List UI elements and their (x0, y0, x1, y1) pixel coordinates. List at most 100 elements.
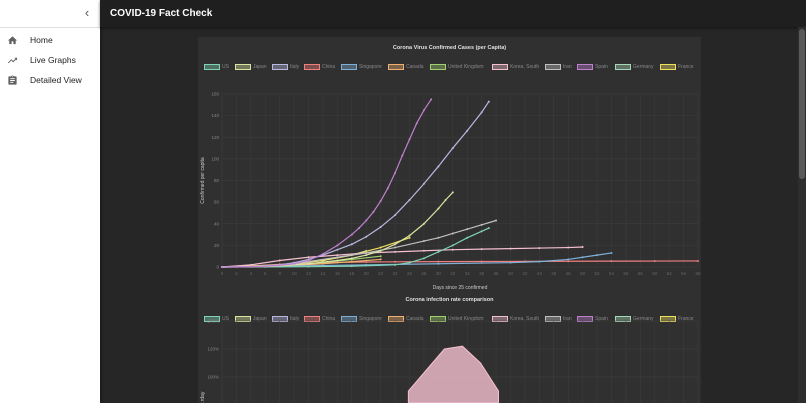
data-point (249, 263, 252, 266)
legend-item[interactable]: United Kingdom (430, 58, 484, 70)
x-tick-label: 44 (537, 271, 543, 276)
data-point (697, 259, 699, 262)
data-point (321, 262, 324, 265)
data-point (350, 265, 353, 268)
x-tick-label: 64 (681, 271, 687, 276)
chart2-series-korea-south (407, 345, 500, 403)
legend-label: France (678, 315, 694, 322)
legend-item[interactable]: Canada (388, 58, 424, 70)
data-point (437, 260, 440, 263)
legend-label: Italy (290, 63, 300, 70)
data-point (567, 246, 570, 249)
chart2-title: Corona infection rate comparison (405, 297, 494, 303)
legend-item[interactable]: Singapore (341, 310, 382, 322)
data-point (394, 214, 397, 217)
chart1-legend: US Japan Italy China Singapore Canada United K… (198, 58, 701, 70)
data-point (495, 219, 498, 222)
legend-swatch (577, 63, 593, 70)
data-point (307, 256, 310, 259)
data-point (581, 245, 584, 248)
legend-item[interactable]: Korea, South (492, 310, 539, 322)
legend-item[interactable]: Iran (545, 310, 572, 322)
data-point (487, 227, 490, 230)
x-tick-label: 6 (264, 271, 267, 276)
legend-item[interactable]: Canada (388, 310, 424, 322)
data-point (336, 244, 339, 247)
x-tick-label: 58 (638, 271, 644, 276)
x-tick-label: 40 (508, 271, 514, 276)
legend-swatch (204, 315, 220, 322)
legend-swatch (492, 63, 508, 70)
data-point (466, 228, 469, 231)
data-point (221, 266, 223, 268)
data-point (466, 129, 469, 132)
data-point (336, 259, 339, 262)
data-point (451, 248, 454, 251)
legend-item[interactable]: US (204, 310, 229, 322)
scrollbar-thumb[interactable] (799, 29, 805, 179)
sidebar-item-detailed-view[interactable]: Detailed View (0, 71, 100, 91)
y-tick-label: 0 (216, 265, 219, 270)
legend-label: Canada (406, 315, 424, 322)
legend-label: Korea, South (510, 315, 540, 322)
data-point (538, 260, 541, 263)
chart1-y-axis-label: Confirmed per capita (200, 157, 206, 204)
legend-item[interactable]: United Kingdom (430, 310, 484, 322)
x-tick-label: 56 (623, 271, 629, 276)
legend-item[interactable]: China (304, 58, 335, 70)
legend-item[interactable]: US (204, 58, 229, 70)
x-tick-label: 60 (652, 271, 658, 276)
data-point (350, 243, 353, 246)
series-line-japan (221, 191, 454, 268)
x-tick-label: 36 (479, 271, 485, 276)
legend-item[interactable]: Germany (615, 58, 654, 70)
area-fill (407, 345, 500, 403)
data-point (278, 264, 281, 267)
sidebar-item-live-graphs[interactable]: Live Graphs (0, 51, 100, 71)
legend-item[interactable]: Japan (235, 310, 267, 322)
chevron-left-icon[interactable]: ‹ (84, 5, 90, 20)
x-tick-label: 4 (250, 271, 253, 276)
data-point (437, 262, 440, 265)
data-point (379, 258, 382, 261)
y-tick-label: 120 (211, 135, 219, 140)
data-point (307, 262, 310, 265)
data-point (581, 256, 584, 259)
data-point (408, 138, 411, 141)
legend-label: China (322, 63, 336, 70)
legend-swatch (388, 63, 404, 70)
legend-item[interactable]: Singapore (341, 58, 382, 70)
legend-item[interactable]: France (660, 58, 694, 70)
legend-item[interactable]: France (660, 310, 694, 322)
legend-item[interactable]: China (304, 310, 335, 322)
legend-label: Japan (253, 315, 267, 322)
data-point (451, 191, 454, 194)
scrollbar[interactable] (798, 27, 806, 403)
legend-label: Canada (406, 63, 424, 70)
data-point (379, 246, 382, 249)
x-tick-label: 38 (494, 271, 500, 276)
data-point (379, 255, 382, 258)
series-line-korea-south (221, 246, 583, 268)
data-point (321, 253, 324, 256)
sidebar-item-home[interactable]: Home (0, 31, 100, 51)
legend-item[interactable]: Spain (577, 58, 608, 70)
legend-item[interactable]: Korea, South (492, 58, 539, 70)
data-point (394, 246, 397, 249)
data-point (394, 250, 397, 253)
legend-item[interactable]: Italy (272, 310, 299, 322)
legend-item[interactable]: Iran (545, 58, 572, 70)
data-point (350, 260, 353, 263)
data-point (610, 260, 613, 263)
legend-item[interactable]: Japan (235, 58, 267, 70)
data-point (415, 122, 418, 125)
legend-item[interactable]: Spain (577, 310, 608, 322)
legend-item[interactable]: Italy (272, 58, 299, 70)
legend-label: Germany (633, 315, 654, 322)
legend-item[interactable]: Germany (615, 310, 654, 322)
legend-swatch (341, 315, 357, 322)
data-point (307, 265, 310, 268)
x-tick-label: 62 (667, 271, 673, 276)
legend-swatch (545, 63, 561, 70)
data-point (394, 171, 397, 174)
